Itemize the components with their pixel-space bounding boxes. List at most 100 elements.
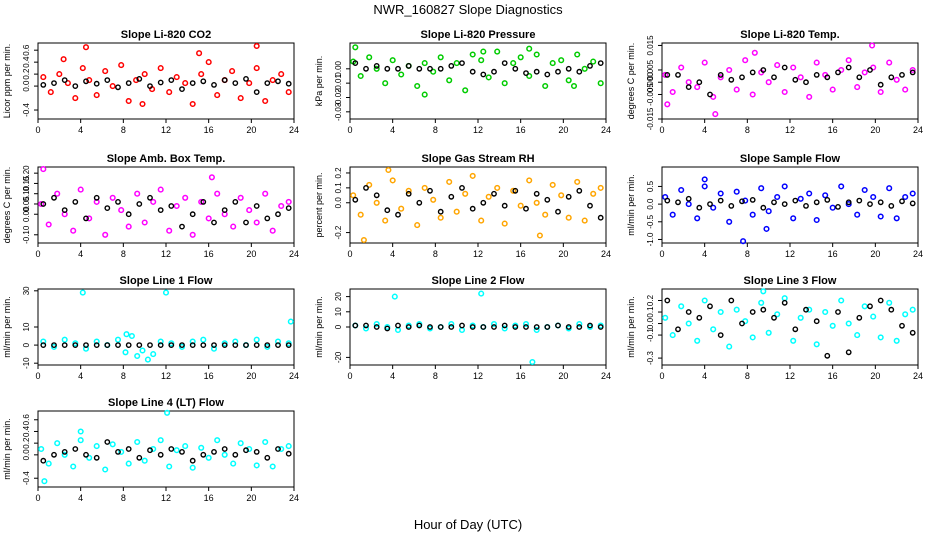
- data-point: [147, 447, 153, 454]
- data-point: [701, 183, 708, 190]
- data-point: [565, 193, 572, 200]
- data-point: [253, 65, 260, 72]
- data-point: [86, 77, 93, 84]
- data-point: [728, 202, 735, 209]
- data-point: [854, 211, 861, 218]
- data-point: [870, 193, 877, 201]
- data-point: [437, 208, 444, 215]
- y-tick-label: 0.005: [646, 59, 655, 80]
- data-point: [664, 101, 671, 108]
- data-point: [264, 215, 271, 222]
- data-point: [469, 51, 476, 58]
- data-point: [590, 58, 597, 65]
- data-point: [480, 324, 487, 330]
- data-point: [168, 446, 175, 452]
- data-point: [861, 303, 868, 310]
- data-point: [373, 65, 380, 72]
- data-point: [373, 63, 380, 69]
- y-tick-label: 0.1: [646, 306, 655, 318]
- data-point: [421, 91, 428, 98]
- y-tick-label: -0.1: [646, 328, 655, 342]
- data-point: [285, 198, 292, 205]
- data-point: [909, 200, 916, 207]
- data-point: [685, 195, 692, 202]
- data-point: [109, 194, 116, 201]
- data-point: [533, 68, 540, 75]
- y-tick-label: -0.3: [646, 351, 655, 365]
- data-point: [182, 443, 189, 450]
- data-point: [701, 176, 708, 183]
- y-tick-label: 0.015: [646, 35, 655, 56]
- data-point: [189, 80, 196, 87]
- data-point: [899, 322, 905, 329]
- data-point: [264, 454, 271, 461]
- data-point: [141, 71, 148, 78]
- data-point: [398, 205, 405, 212]
- data-point: [771, 74, 777, 81]
- x-tick-label: 24: [601, 371, 611, 381]
- x-tick-label: 16: [204, 493, 214, 503]
- data-point: [792, 76, 799, 83]
- data-point: [275, 342, 281, 348]
- data-point: [102, 466, 109, 473]
- data-point: [678, 186, 685, 194]
- data-point: [877, 81, 884, 88]
- data-point: [533, 190, 540, 197]
- data-point: [237, 95, 244, 102]
- chart-title: Slope Li-820 CO2: [121, 29, 211, 41]
- x-tick-label: 24: [913, 125, 923, 135]
- chart-p7: Slope Line 1 Flow ml/min per min. 0 4 8 12 16 2…: [2, 275, 299, 381]
- data-point: [774, 62, 781, 69]
- data-point: [141, 219, 148, 226]
- data-point: [166, 463, 173, 470]
- data-point: [888, 74, 895, 81]
- data-point: [813, 341, 820, 348]
- data-point: [179, 86, 185, 93]
- data-point: [243, 219, 249, 226]
- y-axis-label: kPa per min.: [314, 56, 324, 107]
- scatter-series: [38, 409, 292, 485]
- data-point: [405, 63, 412, 69]
- scatter-series: [40, 42, 292, 108]
- y-tick-label: 0.0: [22, 449, 31, 461]
- x-tick-label: 8: [745, 371, 750, 381]
- data-point: [93, 80, 100, 87]
- data-point: [806, 93, 813, 100]
- x-tick-label: 20: [246, 493, 256, 503]
- y-axis-label: ml/min per min.: [626, 296, 636, 358]
- data-point: [845, 199, 852, 206]
- data-point: [544, 324, 551, 330]
- data-point: [570, 82, 578, 90]
- data-point: [685, 79, 692, 86]
- x-tick-label: 0: [659, 249, 664, 259]
- data-point: [139, 100, 146, 108]
- data-point: [491, 324, 497, 330]
- data-point: [526, 177, 533, 184]
- data-point: [357, 72, 364, 80]
- data-point: [82, 345, 90, 352]
- data-point: [200, 336, 207, 343]
- data-point: [253, 342, 260, 348]
- data-point: [51, 342, 57, 348]
- data-point: [685, 84, 692, 91]
- y-tick-label: 0.4: [22, 56, 31, 68]
- data-point: [51, 194, 57, 201]
- data-point: [198, 444, 205, 451]
- chart-p2: Slope Li-820 Pressure kPa per min. 0 4 8 12 16…: [314, 29, 611, 135]
- x-tick-label: 24: [289, 371, 299, 381]
- data-point: [373, 324, 380, 330]
- data-point: [533, 199, 540, 206]
- x-tick-label: 20: [558, 371, 568, 381]
- data-point: [813, 59, 820, 66]
- data-point: [136, 342, 143, 348]
- data-point: [893, 215, 900, 222]
- data-point: [763, 225, 770, 232]
- data-point: [501, 60, 508, 66]
- chart-p8: Slope Line 2 Flow ml/min per min. 0 4 8 12 16 2…: [314, 275, 611, 381]
- data-point: [909, 66, 916, 74]
- data-point: [221, 77, 228, 84]
- data-point: [685, 201, 692, 208]
- data-point: [781, 88, 788, 96]
- data-point: [136, 454, 143, 461]
- data-point: [758, 299, 765, 306]
